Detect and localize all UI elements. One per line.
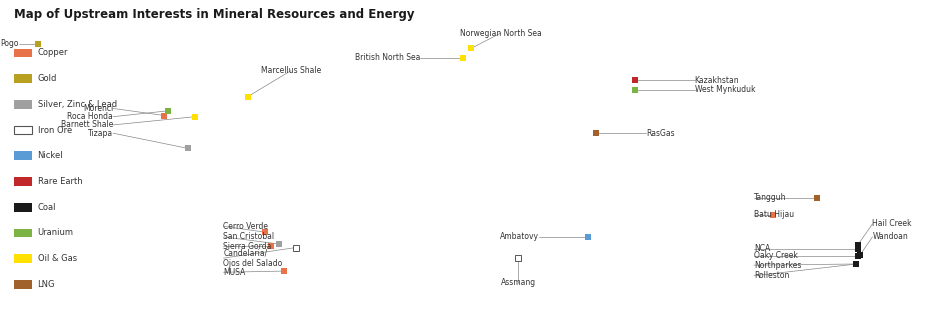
- Text: MUSA: MUSA: [224, 268, 246, 277]
- Text: Uranium: Uranium: [37, 228, 73, 238]
- Text: Norwegian North Sea: Norwegian North Sea: [459, 28, 541, 38]
- Text: Morenci: Morenci: [83, 104, 113, 113]
- Text: Rolleston: Rolleston: [754, 271, 789, 280]
- Text: NCA: NCA: [754, 244, 769, 253]
- Text: Pogo: Pogo: [0, 39, 19, 48]
- Text: Northparkes: Northparkes: [754, 261, 801, 270]
- Text: Roca Honda: Roca Honda: [67, 112, 113, 121]
- Text: Rare Earth: Rare Earth: [37, 177, 83, 186]
- Text: Gold: Gold: [37, 74, 57, 83]
- Text: Oil & Gas: Oil & Gas: [37, 254, 77, 263]
- Text: Nickel: Nickel: [37, 151, 63, 160]
- Text: Hail Creek: Hail Creek: [871, 219, 911, 228]
- Text: Coal: Coal: [37, 203, 56, 212]
- Text: Tizapa: Tizapa: [88, 129, 113, 138]
- Text: Ambatovy: Ambatovy: [499, 232, 538, 241]
- Text: Oaky Creek: Oaky Creek: [754, 251, 797, 260]
- Text: British North Sea: British North Sea: [354, 53, 419, 62]
- Bar: [14, 151, 32, 160]
- Bar: [14, 280, 32, 289]
- Text: Sierra Gorda: Sierra Gorda: [224, 242, 272, 251]
- Text: Candelaria/
Ojos del Salado: Candelaria/ Ojos del Salado: [224, 248, 282, 268]
- Bar: [14, 177, 32, 186]
- Text: Tangguh: Tangguh: [754, 193, 786, 203]
- Text: West Mynkuduk: West Mynkuduk: [694, 85, 754, 94]
- Bar: [14, 203, 32, 212]
- Text: Kazakhstan: Kazakhstan: [694, 76, 739, 84]
- Bar: [14, 49, 32, 57]
- Text: Copper: Copper: [37, 48, 68, 57]
- Text: Assmang: Assmang: [500, 279, 535, 287]
- Text: Silver, Zinc & Lead: Silver, Zinc & Lead: [37, 100, 117, 109]
- Text: Batu Hijau: Batu Hijau: [754, 210, 793, 219]
- Text: Iron Ore: Iron Ore: [37, 125, 71, 135]
- Text: San Cristobal: San Cristobal: [224, 232, 275, 241]
- Text: LNG: LNG: [37, 280, 55, 289]
- Text: Barnett Shale: Barnett Shale: [60, 120, 113, 129]
- Text: Cerro Verde: Cerro Verde: [224, 222, 268, 231]
- Bar: [14, 254, 32, 263]
- Bar: [14, 74, 32, 83]
- Bar: [14, 100, 32, 109]
- Bar: [14, 229, 32, 237]
- Bar: [14, 126, 32, 134]
- Text: Marcellus Shale: Marcellus Shale: [261, 66, 320, 75]
- Text: RasGas: RasGas: [646, 129, 674, 138]
- Text: Map of Upstream Interests in Mineral Resources and Energy: Map of Upstream Interests in Mineral Res…: [14, 8, 414, 21]
- Text: Wandoan: Wandoan: [871, 232, 908, 241]
